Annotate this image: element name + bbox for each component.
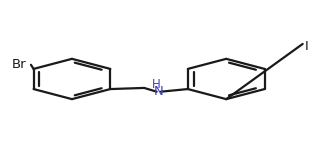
Text: H: H: [152, 78, 161, 92]
Text: N: N: [153, 85, 163, 98]
Text: I: I: [305, 40, 308, 53]
Text: Br: Br: [12, 58, 27, 71]
